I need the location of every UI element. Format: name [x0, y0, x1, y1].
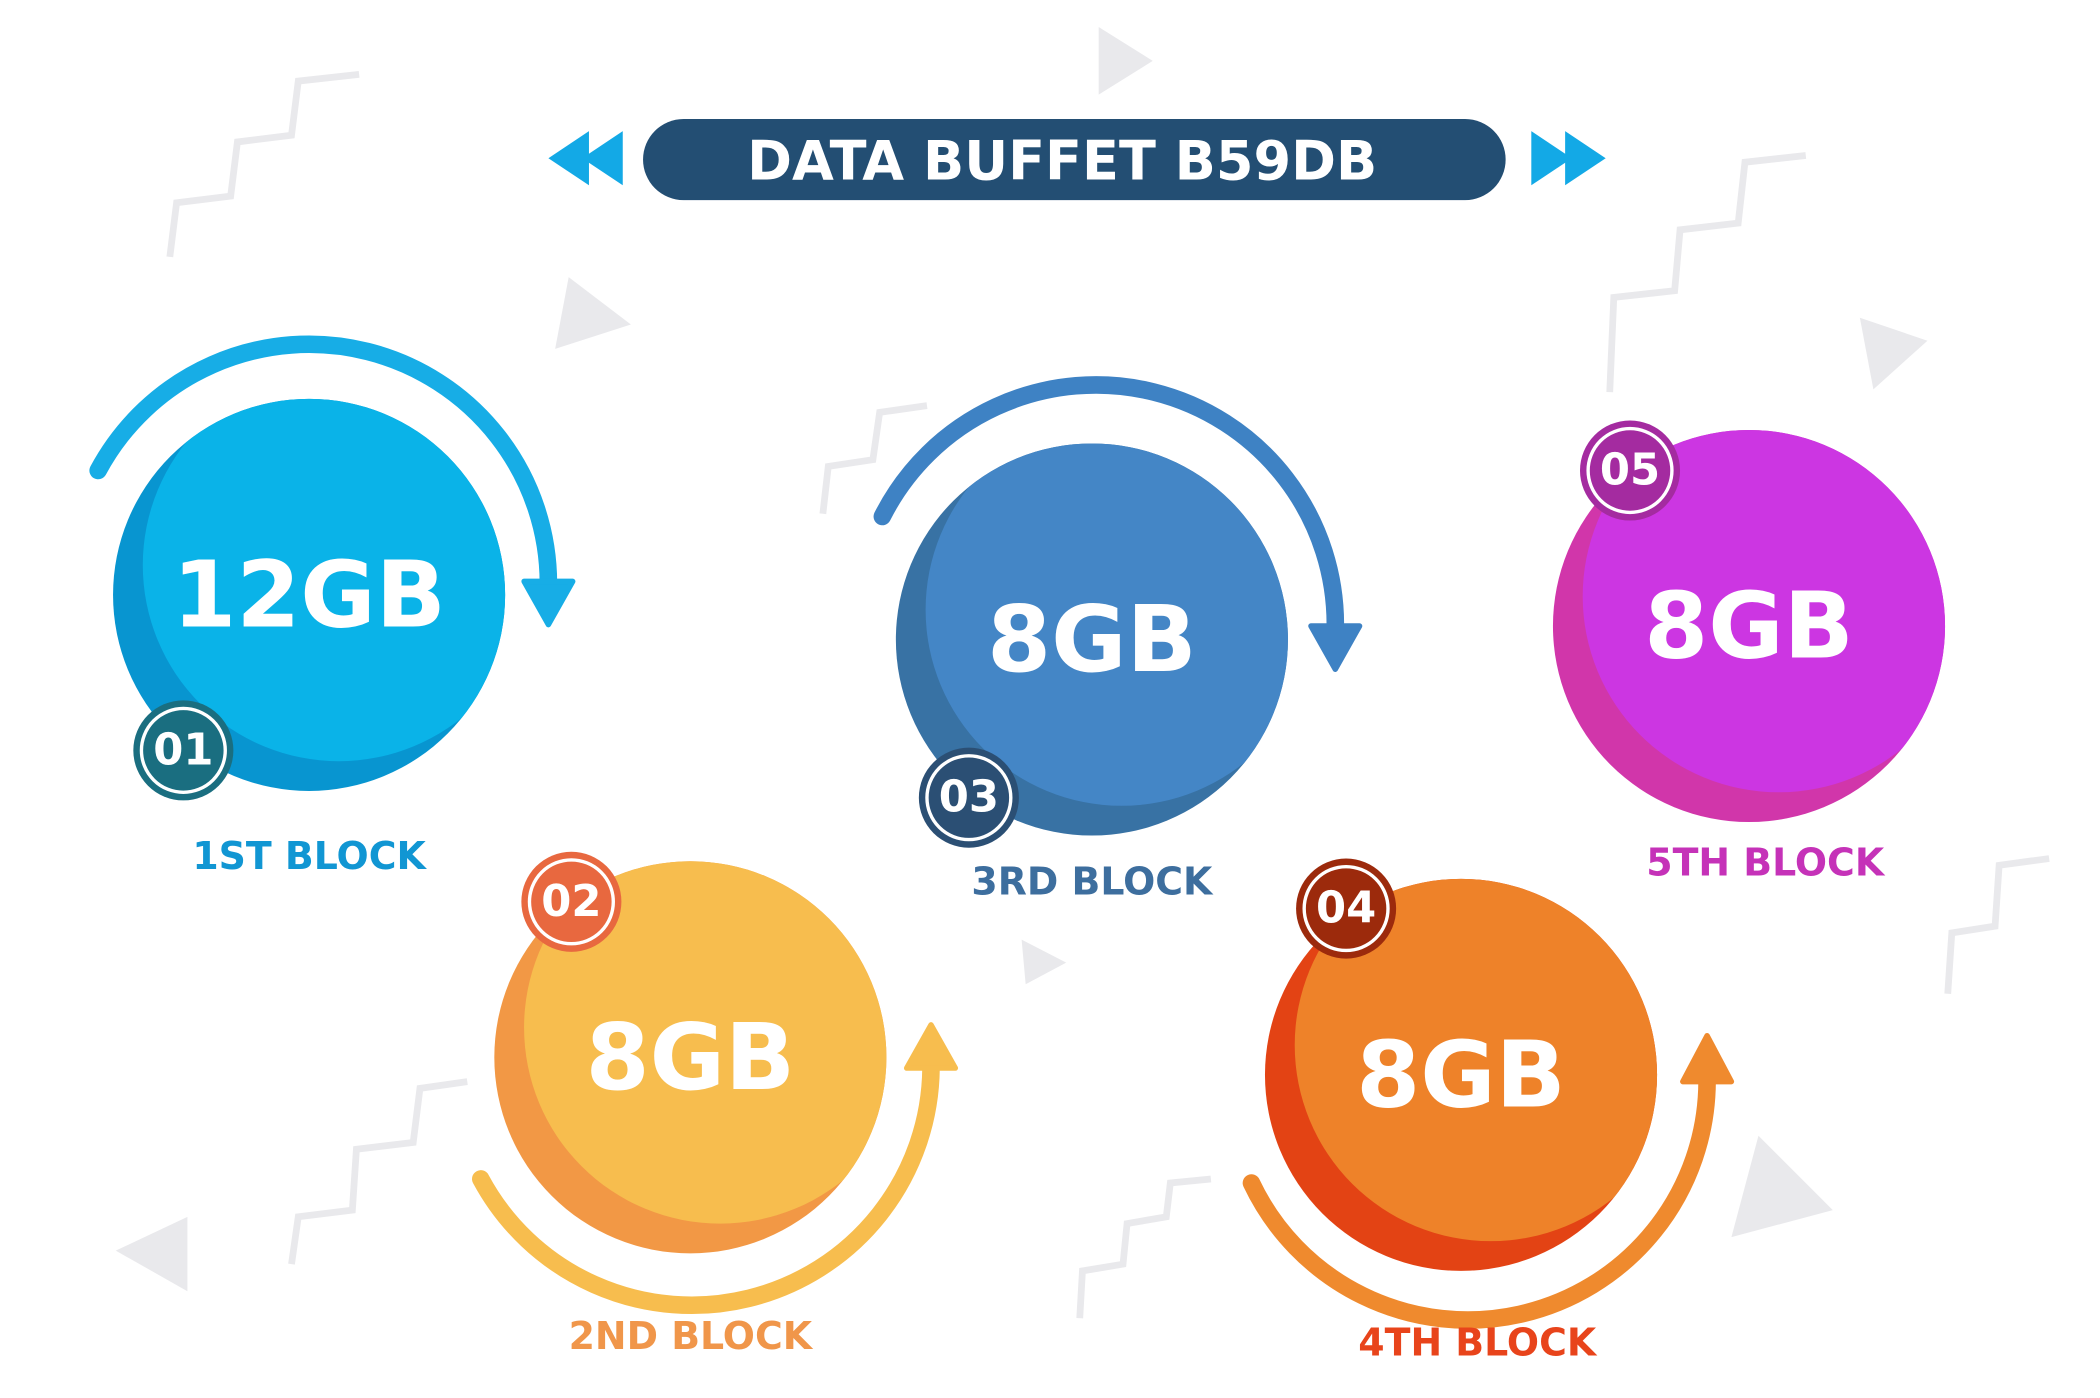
block-label: 1ST BLOCK [192, 834, 427, 878]
circle [1582, 429, 1946, 793]
flow-arrow [89, 335, 558, 593]
circle [1294, 878, 1658, 1242]
arrow-head [1308, 623, 1363, 672]
arrow-head [521, 578, 576, 628]
badge [521, 851, 622, 952]
badge [133, 700, 234, 801]
arrow-icon [1565, 131, 1606, 186]
block: 12GB 01 1ST BLOCK [89, 335, 576, 878]
circle [524, 861, 887, 1224]
block-label: 4TH BLOCK [1358, 1321, 1598, 1365]
badge-ring [1302, 864, 1390, 953]
badge [1296, 858, 1397, 959]
block: 8GB 02 2ND BLOCK [472, 851, 959, 1358]
badge-ring [1586, 426, 1674, 515]
block-label: 5TH BLOCK [1646, 841, 1886, 885]
background-decoration [115, 27, 2050, 1319]
badge-number: 04 [1316, 884, 1376, 934]
amount: 12GB [172, 541, 445, 648]
circle [925, 443, 1288, 806]
block-label: 3RD BLOCK [971, 860, 1214, 904]
amount: 8GB [1644, 572, 1853, 679]
amount: 8GB [586, 1004, 795, 1111]
badge [1579, 420, 1681, 521]
title: DATA BUFFET B59DB [747, 129, 1377, 192]
block: 8GB 05 5TH BLOCK [1552, 420, 1946, 885]
badge-number: 01 [153, 725, 213, 775]
amount: 8GB [987, 586, 1196, 693]
arrow-head [1680, 1032, 1735, 1085]
arrow-icon [1531, 131, 1572, 186]
badge-ring [925, 754, 1013, 842]
amount: 8GB [1356, 1021, 1565, 1128]
flow-arrow [1242, 1072, 1716, 1329]
block-label: 2ND BLOCK [569, 1314, 814, 1358]
flow-arrow [472, 1059, 940, 1314]
block: 8GB 04 4TH BLOCK [1242, 858, 1735, 1365]
arrow-head [903, 1022, 959, 1071]
badge-number: 03 [939, 773, 999, 823]
badge-number: 02 [541, 877, 601, 927]
arrow-icon [548, 131, 589, 186]
title-pill [643, 118, 1506, 201]
badge-ring [527, 858, 615, 946]
title-banner: DATA BUFFET B59DB [548, 118, 1606, 201]
circle [142, 398, 506, 762]
flow-arrow [873, 376, 1345, 638]
badge-ring [139, 706, 227, 794]
block: 8GB 03 3RD BLOCK [873, 376, 1363, 904]
arrow-icon [582, 131, 623, 186]
badge [918, 747, 1019, 848]
badge-number: 05 [1600, 446, 1660, 496]
